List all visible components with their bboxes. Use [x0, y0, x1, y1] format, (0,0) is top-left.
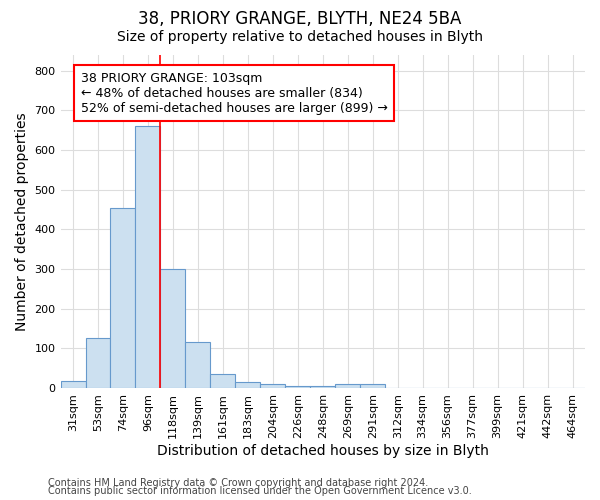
Bar [61, 381, 86, 388]
Text: 38, PRIORY GRANGE, BLYTH, NE24 5BA: 38, PRIORY GRANGE, BLYTH, NE24 5BA [139, 10, 461, 28]
Text: Contains HM Land Registry data © Crown copyright and database right 2024.: Contains HM Land Registry data © Crown c… [48, 478, 428, 488]
X-axis label: Distribution of detached houses by size in Blyth: Distribution of detached houses by size … [157, 444, 489, 458]
Text: Contains public sector information licensed under the Open Government Licence v3: Contains public sector information licen… [48, 486, 472, 496]
Text: 38 PRIORY GRANGE: 103sqm
← 48% of detached houses are smaller (834)
52% of semi-: 38 PRIORY GRANGE: 103sqm ← 48% of detach… [80, 72, 388, 114]
Bar [235, 382, 260, 388]
Bar [310, 386, 335, 388]
Text: Size of property relative to detached houses in Blyth: Size of property relative to detached ho… [117, 30, 483, 44]
Bar [160, 269, 185, 388]
Bar [260, 384, 286, 388]
Bar [86, 338, 110, 388]
Bar [286, 386, 310, 388]
Bar [110, 208, 136, 388]
Y-axis label: Number of detached properties: Number of detached properties [15, 112, 29, 331]
Bar [211, 374, 235, 388]
Bar [360, 384, 385, 388]
Bar [335, 384, 360, 388]
Bar [185, 342, 211, 388]
Bar [136, 126, 160, 388]
